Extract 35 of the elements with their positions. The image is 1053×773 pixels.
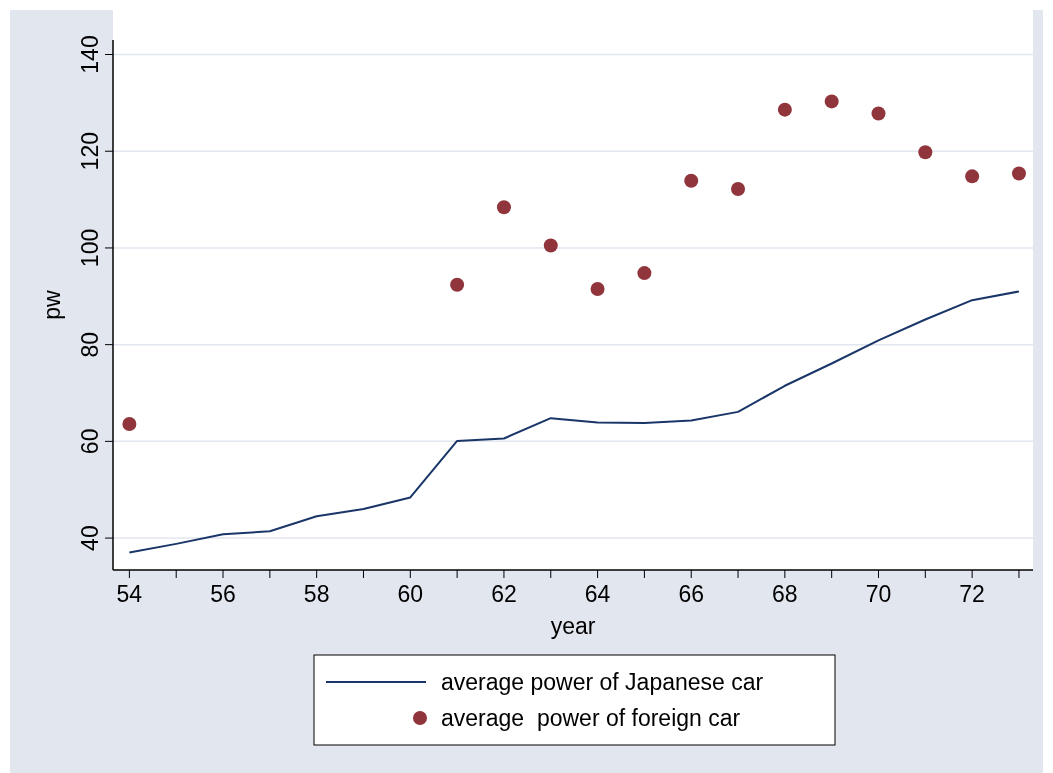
x-axis-title: year [550, 613, 596, 639]
x-tick-label: 68 [772, 581, 798, 607]
y-tick-label: 100 [77, 228, 103, 268]
y-tick-label: 140 [77, 35, 103, 74]
x-tick-label: 70 [865, 581, 892, 607]
point [684, 173, 699, 188]
point [590, 282, 605, 297]
y-tick-label: 40 [77, 525, 103, 551]
point [824, 94, 839, 109]
y-tick-label: 120 [77, 132, 103, 171]
point [965, 169, 980, 184]
point [496, 200, 511, 215]
x-tick-label: 66 [678, 581, 705, 607]
point [731, 181, 746, 196]
point [122, 416, 137, 431]
x-tick-label: 62 [491, 581, 517, 607]
y-tick-label: 80 [77, 331, 103, 358]
line-series [128, 290, 1020, 554]
y-tick-label: 60 [77, 428, 103, 455]
x-tick-label: 56 [210, 581, 236, 607]
x-tick-label: 58 [303, 581, 330, 607]
x-tick-label: 60 [397, 581, 424, 607]
point [450, 277, 465, 292]
y-axis-title: pw [39, 289, 65, 320]
legend-label: average power of foreign car [441, 705, 741, 731]
x-tick-label: 54 [116, 581, 143, 607]
point [543, 238, 558, 253]
point [637, 266, 652, 281]
x-tick-label: 72 [959, 581, 985, 607]
legend-label: average power of Japanese car [441, 669, 764, 695]
point [777, 102, 792, 117]
point [1011, 166, 1026, 181]
x-tick-label: 64 [584, 581, 611, 607]
point [871, 106, 886, 121]
point [918, 145, 933, 160]
